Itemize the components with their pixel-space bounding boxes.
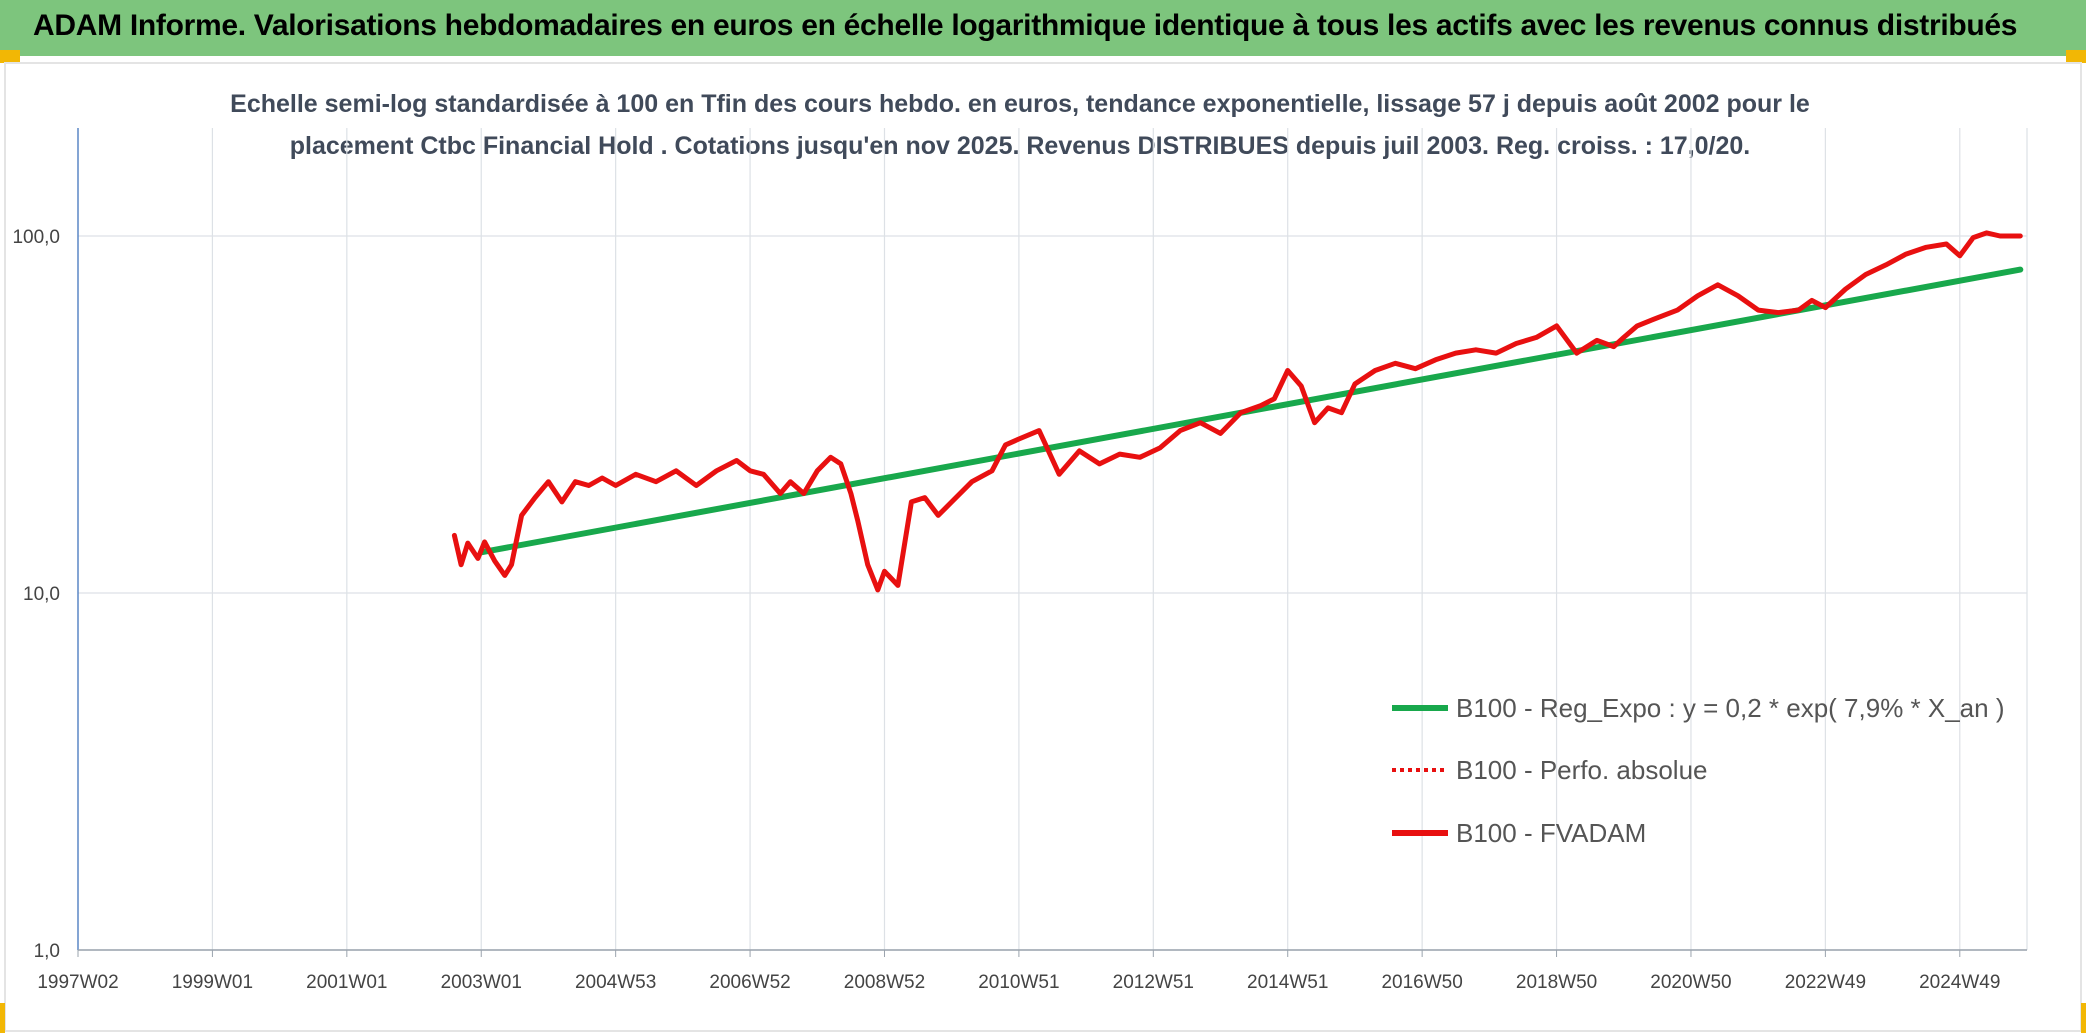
x-tick-label: 2006W52 <box>709 972 790 993</box>
fvadam-line <box>451 230 2023 593</box>
legend-item-regression-label: B100 - Reg_Expo : y = 0,2 * exp( 7,9% * … <box>1456 693 2005 723</box>
corner-mark-left <box>0 50 20 63</box>
chart-axes <box>77 128 2027 957</box>
chart-series <box>451 230 2024 593</box>
x-tick-label: 2008W52 <box>844 972 925 993</box>
x-tick-label: 1999W01 <box>172 972 253 993</box>
x-tick-label: 2010W51 <box>978 972 1059 993</box>
x-tick-label: 2022W49 <box>1785 972 1866 993</box>
banner-title: ADAM Informe. Valorisations hebdomadaire… <box>33 9 2018 42</box>
chart-labels: 1997W02 1999W01 2001W01 2003W01 2004W53 2006W… <box>12 227 2000 993</box>
banner: ADAM Informe. Valorisations hebdomadaire… <box>0 0 2086 56</box>
x-tick-label: 2016W50 <box>1381 972 1462 993</box>
x-tick-label: 2014W51 <box>1247 972 1328 993</box>
x-tick-label: 2018W50 <box>1516 972 1597 993</box>
chart-title-line1: Echelle semi-log standardisée à 100 en T… <box>230 90 1810 118</box>
corner-mark-right <box>2066 50 2086 63</box>
x-tick-label: 2020W50 <box>1650 972 1731 993</box>
y-tick-label: 10,0 <box>23 584 60 605</box>
side-mark-right <box>2081 1003 2086 1033</box>
x-tick-label: 2003W01 <box>441 972 522 993</box>
x-tick-label: 2004W53 <box>575 972 656 993</box>
legend-item-perfo-absolue-label: B100 - Perfo. absolue <box>1456 755 1708 785</box>
y-tick-label: 1,0 <box>34 941 60 962</box>
chart-grid <box>78 128 2028 951</box>
x-tick-label: 2024W49 <box>1919 972 2000 993</box>
x-tick-label: 2001W01 <box>306 972 387 993</box>
y-tick-label: 100,0 <box>12 227 60 248</box>
side-mark-left <box>0 1003 5 1033</box>
chart-frame <box>4 62 2082 1032</box>
chart-title-line2: placement Ctbc Financial Hold . Cotation… <box>289 132 1751 160</box>
chart-legend: B100 - Reg_Expo : y = 0,2 * exp( 7,9% * … <box>1392 693 2005 848</box>
x-tick-label: 1997W02 <box>37 972 118 993</box>
x-tick-label: 2012W51 <box>1113 972 1194 993</box>
legend-item-fvadam-label: B100 - FVADAM <box>1456 818 1646 848</box>
